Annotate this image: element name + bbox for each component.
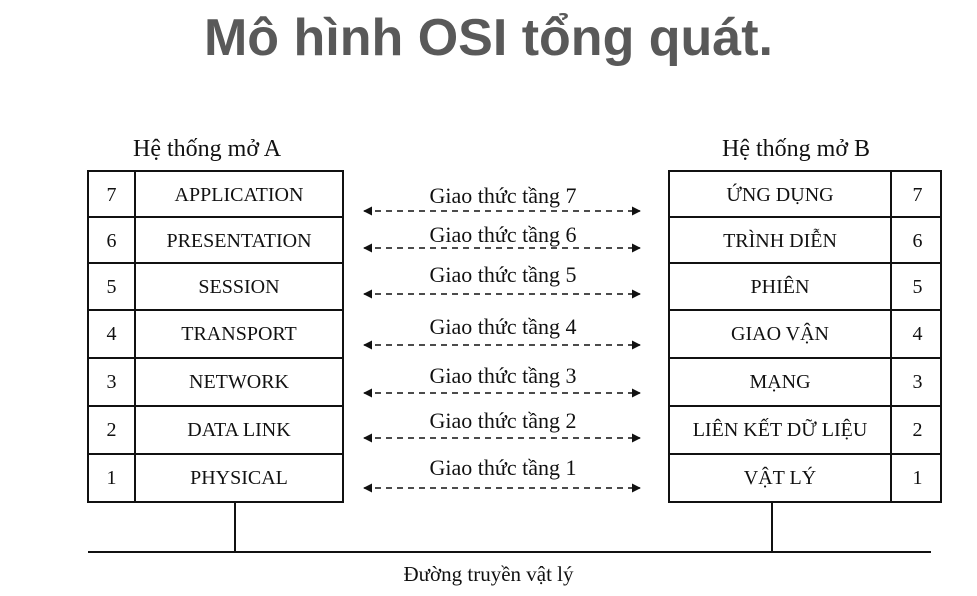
page-title: Mô hình OSI tổng quát. [203, 9, 773, 67]
layer-name: PHYSICAL [190, 466, 288, 489]
layer-number: 4 [89, 311, 136, 357]
layer-number: 6 [89, 218, 136, 264]
protocol-label-5: Giao thức tầng 5 [429, 262, 577, 287]
layer-name: GIAO VẬN [670, 311, 892, 357]
layer-number: 1 [912, 466, 923, 489]
layer-number: 7 [912, 183, 923, 206]
layer-a-3: 3 NETWORK [87, 357, 344, 405]
layer-name: VẬT LÝ [670, 455, 892, 501]
layer-a-1: 1 PHYSICAL [87, 453, 344, 503]
layer-name: SESSION [198, 275, 280, 298]
protocol-label-1: Giao thức tầng 1 [429, 455, 577, 480]
layer-b-3: MẠNG 3 [668, 357, 942, 405]
system-a-label: Hệ thống mở A [133, 136, 282, 162]
layer-number: 7 [89, 172, 136, 218]
layer-number: 4 [912, 322, 923, 345]
layer-b-1: VẬT LÝ 1 [668, 453, 942, 503]
protocol-label-3: Giao thức tầng 3 [429, 363, 577, 388]
protocol-label-6: Giao thức tầng 6 [429, 222, 577, 247]
physical-medium-label: Đường truyền vật lý [403, 562, 574, 586]
layer-number: 2 [89, 407, 136, 453]
layer-b-5: PHIÊN 5 [668, 262, 942, 310]
protocol-label-4: Giao thức tầng 4 [429, 314, 577, 339]
layer-b-6: TRÌNH DIỄN 6 [668, 216, 942, 264]
layer-number: 5 [89, 264, 136, 310]
layer-a-5: 5 SESSION [87, 262, 344, 310]
layer-name: LIÊN KẾT DỮ LIỆU [670, 407, 892, 453]
layer-a-2: 2 DATA LINK [87, 405, 344, 453]
layer-name: NETWORK [189, 370, 289, 393]
layer-name: PHIÊN [670, 264, 892, 310]
layer-a-7: 7 APPLICATION [87, 170, 344, 218]
layer-name: TRÌNH DIỄN [670, 218, 892, 264]
layer-number: 1 [89, 455, 136, 501]
layer-name: ỨNG DỤNG [670, 172, 892, 218]
layer-number: 6 [912, 229, 923, 252]
layer-name: DATA LINK [187, 418, 291, 441]
layer-b-2: LIÊN KẾT DỮ LIỆU 2 [668, 405, 942, 453]
layer-b-4: GIAO VẬN 4 [668, 309, 942, 357]
protocol-label-7: Giao thức tầng 7 [429, 183, 577, 208]
layer-name: PRESENTATION [166, 229, 312, 252]
layer-b-7: ỨNG DỤNG 7 [668, 170, 942, 218]
layer-name: MẠNG [670, 359, 892, 405]
layer-name: TRANSPORT [181, 322, 297, 345]
layer-a-6: 6 PRESENTATION [87, 216, 344, 264]
layer-a-4: 4 TRANSPORT [87, 309, 344, 357]
layer-number: 2 [912, 418, 923, 441]
layer-number: 3 [912, 370, 923, 393]
layer-number: 3 [89, 359, 136, 405]
layer-name: APPLICATION [174, 183, 304, 206]
system-b-label: Hệ thống mở B [722, 136, 871, 162]
protocol-label-2: Giao thức tầng 2 [429, 408, 577, 433]
layer-number: 5 [912, 275, 923, 298]
